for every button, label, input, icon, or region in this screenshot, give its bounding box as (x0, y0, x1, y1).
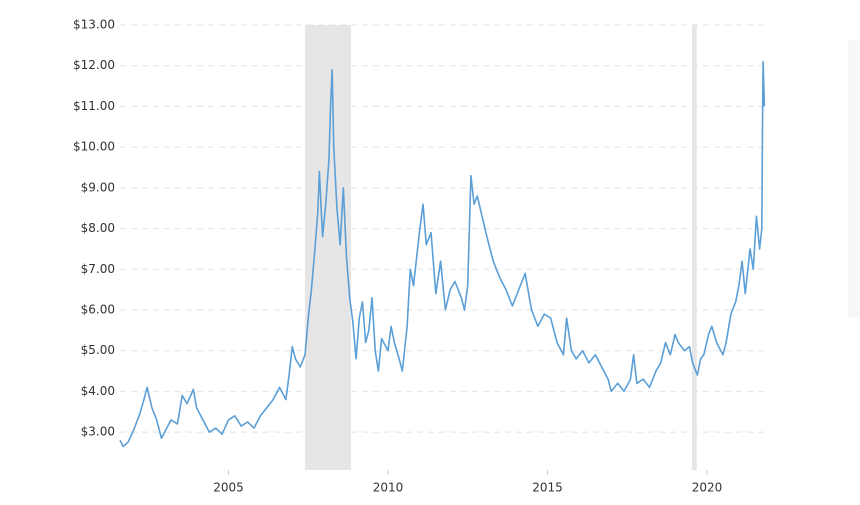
y-tick-label: $9.00 (81, 180, 115, 194)
y-tick-label: $3.00 (81, 425, 115, 439)
x-tick-label: 2020 (692, 481, 723, 495)
y-tick-label: $12.00 (73, 58, 115, 72)
y-tick-label: $8.00 (81, 221, 115, 235)
x-tick-label: 2005 (213, 481, 244, 495)
y-tick-label: $10.00 (73, 140, 115, 154)
side-panel (848, 40, 860, 318)
y-tick-label: $5.00 (81, 343, 115, 357)
x-tick-label: 2015 (532, 481, 563, 495)
recession-band (691, 25, 697, 470)
price-line (119, 60, 766, 448)
y-tick-label: $6.00 (81, 302, 115, 316)
y-tick-label: $11.00 (73, 99, 115, 113)
y-tick-label: $13.00 (73, 18, 115, 32)
recession-band (305, 25, 351, 470)
y-tick-label: $4.00 (81, 384, 115, 398)
x-tick-label: 2010 (373, 481, 404, 495)
y-tick-label: $7.00 (81, 262, 115, 276)
